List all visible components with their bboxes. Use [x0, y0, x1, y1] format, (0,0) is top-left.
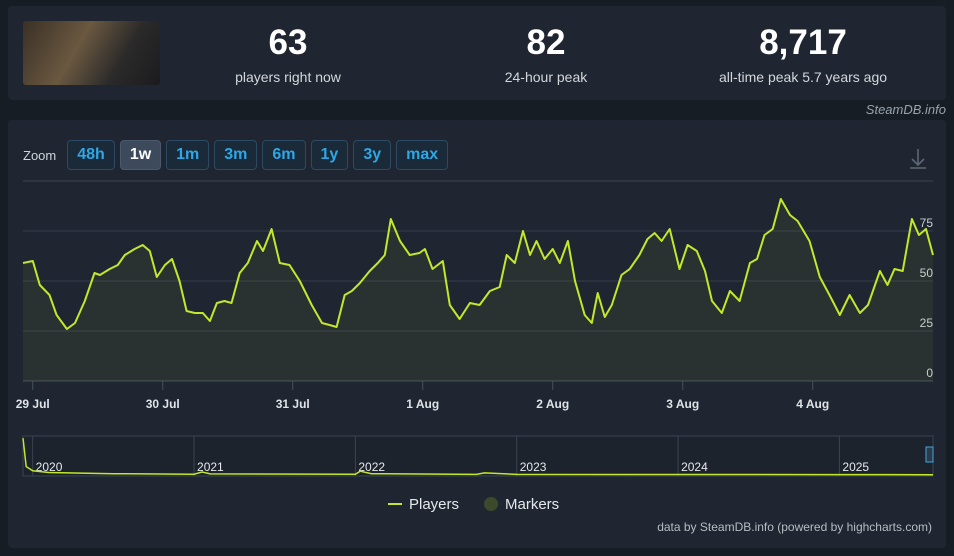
zoom-button[interactable]: 1w — [119, 140, 162, 170]
zoom-button[interactable]: 3y — [353, 140, 392, 170]
y-tick-label: 25 — [920, 316, 934, 330]
source[interactable]: SteamDB.info — [865, 102, 946, 117]
navigator-line — [22, 438, 934, 476]
stat: 8,717 all-time peak 5.7 years ago — [673, 23, 933, 85]
zoom-button[interactable]: 6m — [262, 140, 306, 170]
navigator[interactable] — [22, 435, 934, 477]
navigator-label: 2021 — [197, 460, 224, 474]
chart-panel — [8, 120, 946, 548]
area-fill — [23, 199, 933, 381]
y-tick-label: 0 — [926, 366, 933, 380]
navigator-label: 2022 — [358, 460, 385, 474]
navigator-label: 2025 — [842, 460, 869, 474]
legend-label: Players — [409, 496, 459, 513]
x-tick-label: 4 Aug — [796, 397, 829, 411]
y-tick-label: 75 — [920, 216, 934, 230]
navigator-handle[interactable] — [925, 446, 934, 463]
navigator-label: 2023 — [520, 460, 547, 474]
zoom-button[interactable]: max — [396, 140, 449, 170]
stat-label: players right now — [235, 69, 341, 85]
navigator-label: 2020 — [36, 460, 63, 474]
stat-value: 82 — [526, 23, 566, 62]
legend-label: Markers — [505, 496, 559, 513]
zoom-button[interactable]: 48h — [67, 140, 115, 170]
y-tick-label: 50 — [920, 266, 934, 280]
credits: data by SteamDB.info (powered by highcha… — [657, 520, 932, 534]
x-tick-label: 30 Jul — [146, 397, 180, 411]
stat-label: 24-hour peak — [504, 69, 588, 85]
stats-panel — [8, 6, 946, 100]
zoom-button[interactable]: 1m — [166, 140, 210, 170]
stat-value: 8,717 — [759, 23, 847, 62]
x-tick-label: 31 Jul — [276, 397, 310, 411]
line — [22, 198, 934, 330]
stat: 82 24-hour peak — [416, 23, 676, 85]
x-tick-label: 3 Aug — [666, 397, 699, 411]
zoom-label: Zoom — [23, 147, 57, 163]
download-icon[interactable] — [910, 149, 926, 169]
x-tick-label: 2 Aug — [536, 397, 569, 411]
stat: 63 players right now — [158, 23, 418, 85]
legend-marker — [484, 497, 498, 511]
x-tick-label: 29 Jul — [16, 397, 50, 411]
stat-label: all-time peak 5.7 years ago — [718, 69, 888, 85]
zoom-bar: Zoom 48h 1w 1m 3m 6m 1y 3y max — [23, 140, 449, 170]
zoom-button[interactable]: 1y — [310, 140, 349, 170]
zoom-button[interactable]: 3m — [214, 140, 258, 170]
stat-value: 63 — [268, 23, 308, 62]
navigator-label: 2024 — [681, 460, 708, 474]
x-tick-label: 1 Aug — [406, 397, 439, 411]
game-image — [23, 21, 160, 85]
